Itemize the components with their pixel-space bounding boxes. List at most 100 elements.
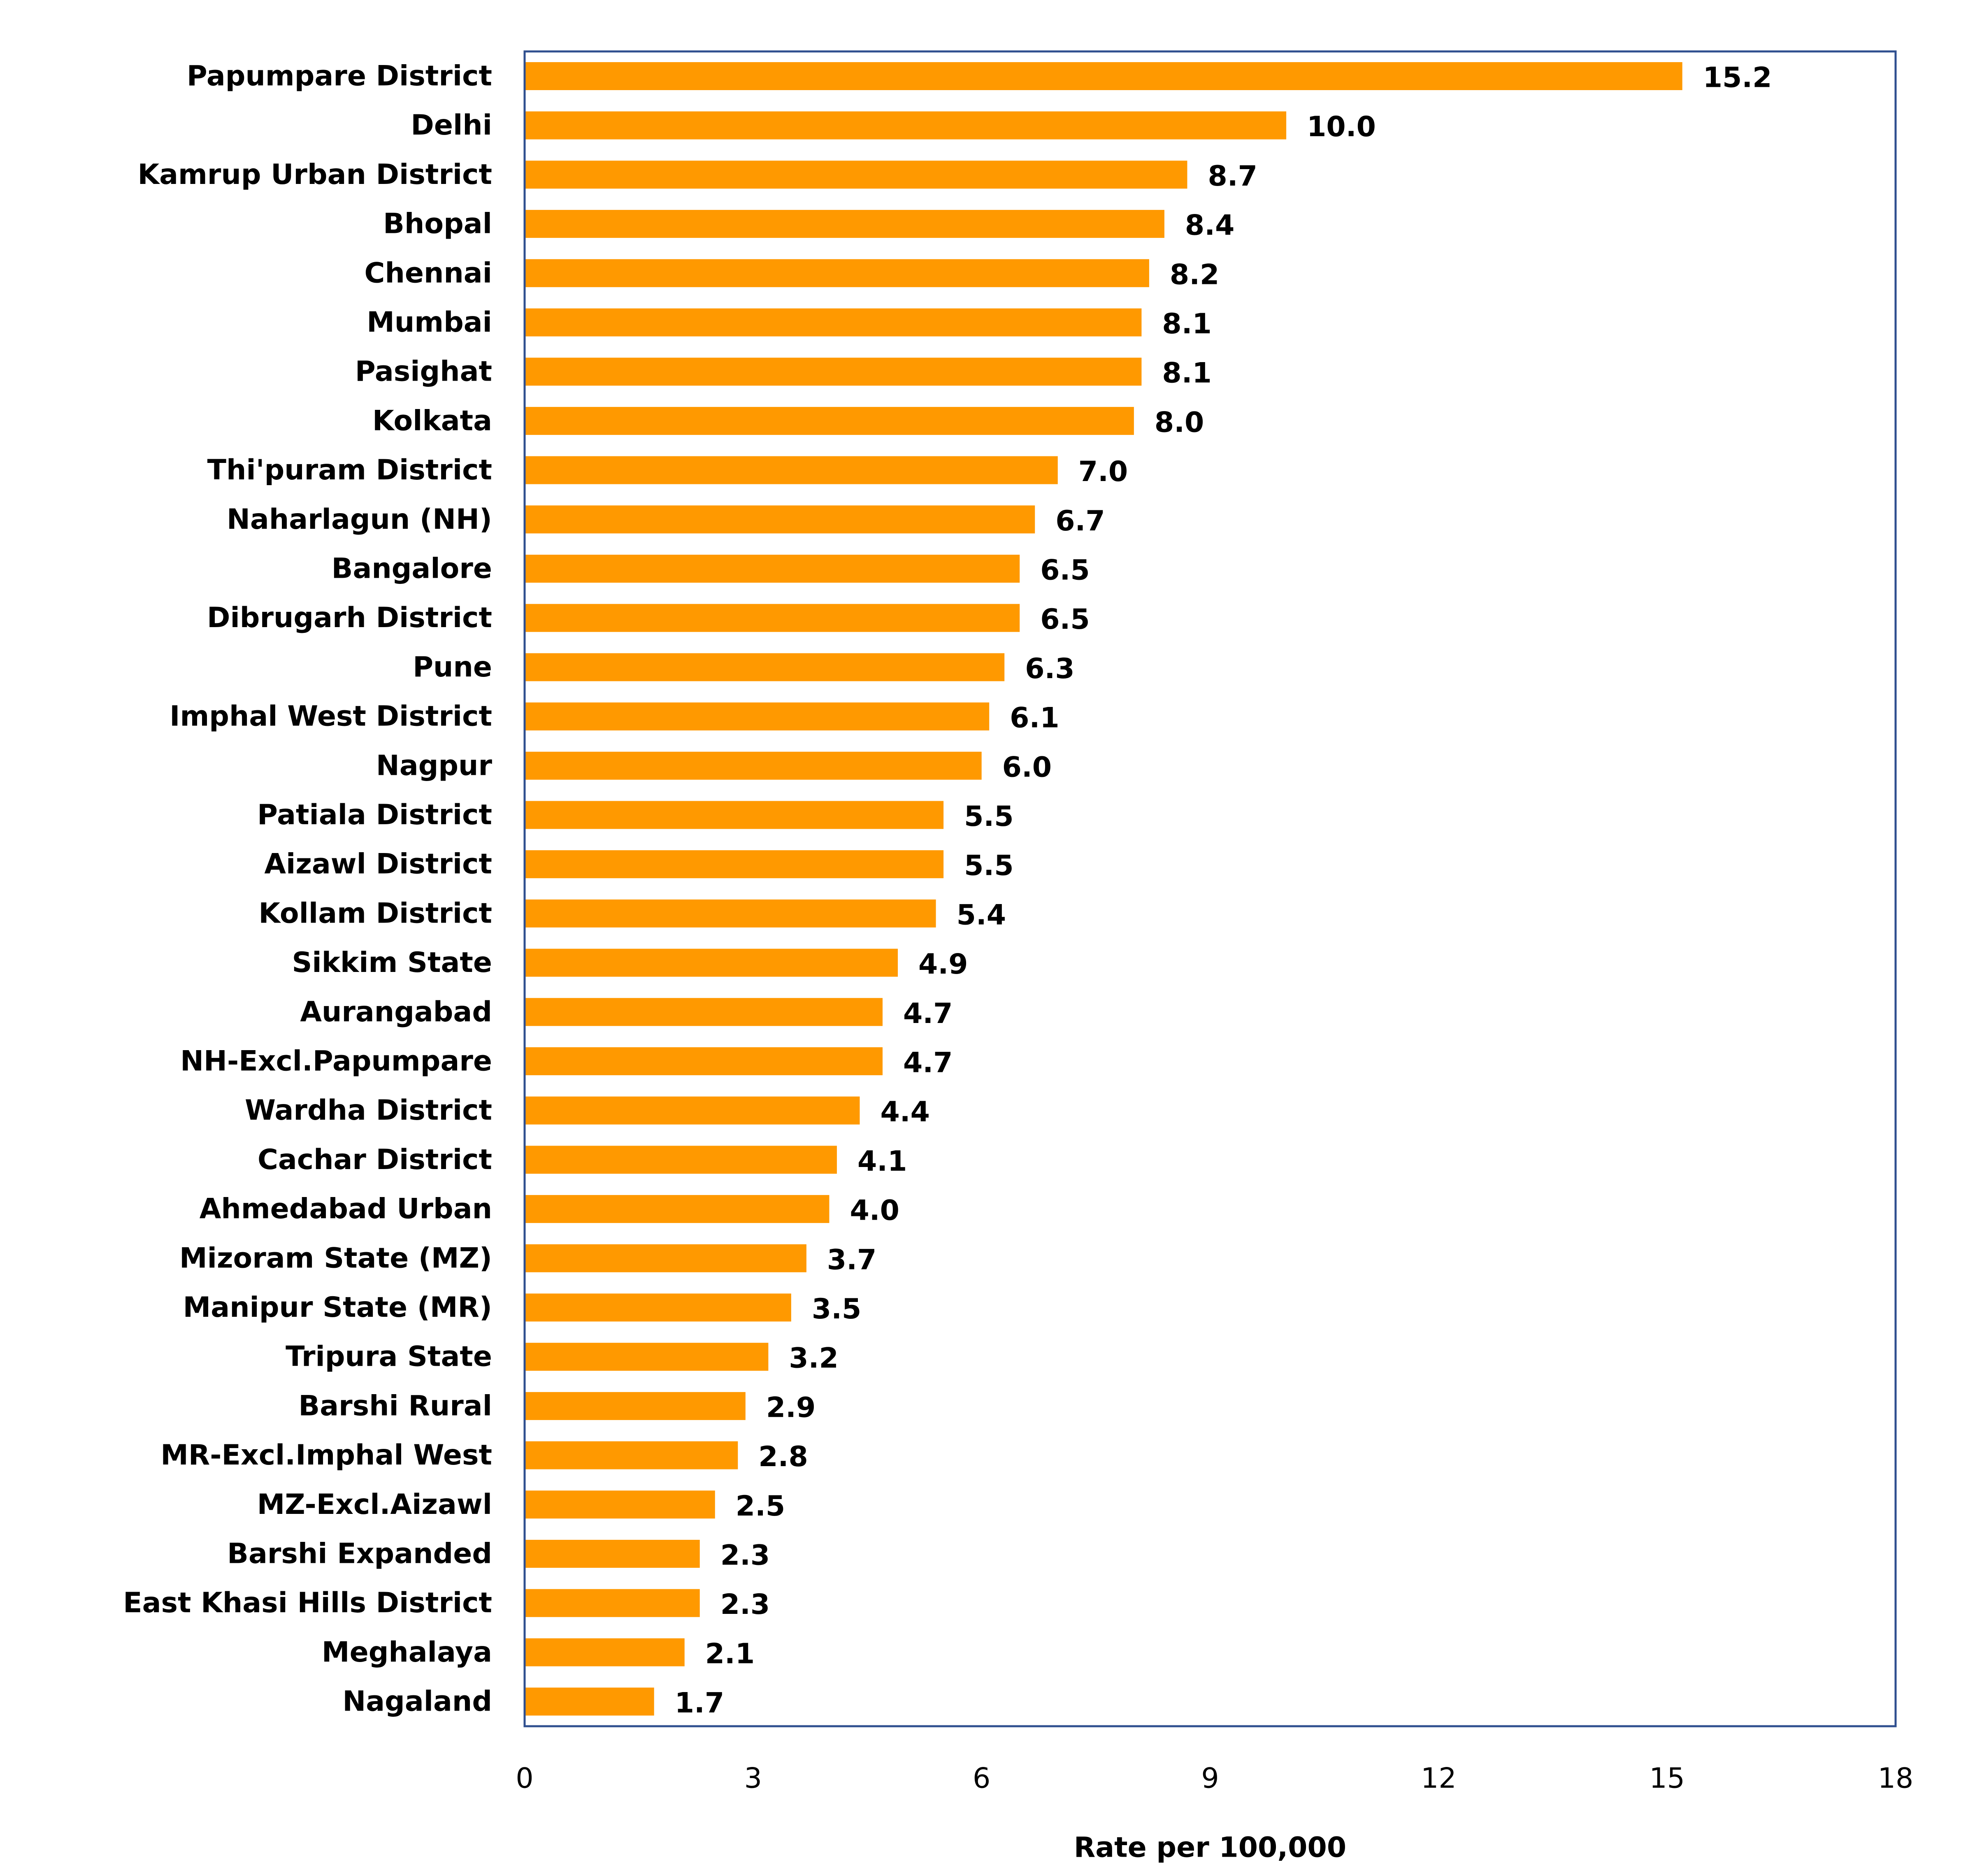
value-label: 8.7: [1208, 160, 1257, 193]
bar: [525, 1343, 769, 1371]
value-label: 10.0: [1307, 111, 1376, 143]
category-label: Imphal West District: [170, 700, 492, 733]
bar: [525, 1195, 829, 1223]
bar: [525, 1490, 715, 1519]
value-label: 7.0: [1078, 456, 1128, 488]
value-label: 6.5: [1040, 554, 1090, 587]
category-label: Chennai: [365, 257, 492, 289]
value-label: 3.7: [827, 1244, 876, 1276]
category-label: Papumpare District: [187, 60, 492, 93]
category-label: Sikkim State: [292, 946, 492, 979]
bar: [525, 1392, 746, 1420]
value-label: 4.7: [903, 997, 953, 1030]
bar: [525, 702, 990, 731]
category-label: Pune: [413, 651, 492, 683]
category-label: Ahmedabad Urban: [200, 1193, 492, 1225]
value-label: 8.4: [1185, 209, 1234, 242]
bar: [525, 407, 1134, 435]
bar: [525, 555, 1020, 583]
bar: [525, 1047, 883, 1075]
value-label: 8.1: [1162, 357, 1211, 390]
x-tick-label: 15: [1649, 1762, 1685, 1795]
value-label: 4.7: [903, 1047, 953, 1079]
value-label: 6.1: [1010, 702, 1059, 735]
category-label: Nagpur: [376, 749, 493, 782]
bar: [525, 1293, 791, 1322]
category-label: Nagaland: [342, 1685, 492, 1718]
value-label: 4.4: [880, 1096, 929, 1128]
category-label: Mizoram State (MZ): [179, 1242, 492, 1274]
category-label: Barshi Rural: [298, 1390, 492, 1422]
category-label: Kolkata: [372, 404, 492, 437]
value-label: 6.7: [1055, 505, 1105, 537]
value-label: 4.0: [850, 1195, 899, 1227]
bar: [525, 899, 936, 928]
category-label: Aurangabad: [300, 996, 492, 1028]
value-label: 2.8: [758, 1441, 808, 1473]
category-label: Bhopal: [383, 208, 492, 240]
x-tick-label: 12: [1421, 1762, 1457, 1795]
category-label: Manipur State (MR): [183, 1291, 492, 1324]
value-label: 8.0: [1155, 406, 1204, 439]
value-label: 5.5: [964, 800, 1013, 833]
x-tick-label: 6: [973, 1762, 990, 1795]
category-label: NH-Excl.Papumpare: [180, 1045, 492, 1078]
value-label: 2.3: [720, 1539, 770, 1572]
category-label: Naharlagun (NH): [227, 503, 492, 536]
value-label: 8.2: [1170, 258, 1219, 291]
bar: [525, 456, 1058, 484]
category-label: Kollam District: [258, 897, 492, 930]
bar: [525, 308, 1142, 337]
plot-area-border: [523, 50, 1897, 1727]
category-label: Wardha District: [245, 1094, 492, 1127]
value-label: 6.0: [1002, 751, 1052, 783]
category-labels-group: Papumpare District Delhi Kamrup Urban Dist…: [123, 60, 492, 1718]
value-label: 5.4: [957, 899, 1006, 931]
bar: [525, 801, 944, 829]
bar: [525, 210, 1164, 238]
category-label: Delhi: [411, 109, 492, 142]
category-label: Mumbai: [367, 306, 492, 339]
category-label: MZ-Excl.Aizawl: [257, 1488, 492, 1521]
bar: [525, 1589, 700, 1617]
bar: [525, 1441, 738, 1469]
category-label: Tripura State: [286, 1341, 492, 1373]
bar: [525, 259, 1149, 287]
bar: [525, 1096, 860, 1125]
x-tick-label: 0: [516, 1762, 533, 1795]
bar: [525, 111, 1287, 139]
x-axis-title: Rate per 100,000: [1074, 1832, 1346, 1864]
value-labels-group: 15.2 10.0 8.7 8.4 8.2 8.1 8.1 8.0 7.0 6.7 6.5 6.5 6.…: [675, 62, 1772, 1720]
value-label: 15.2: [1703, 62, 1772, 94]
bar: [525, 160, 1187, 189]
x-tick-label: 3: [744, 1762, 762, 1795]
x-tick-label: 9: [1201, 1762, 1219, 1795]
bar: [525, 1146, 837, 1174]
bar: [525, 358, 1142, 386]
bar: [525, 1244, 806, 1272]
category-label: Meghalaya: [322, 1636, 492, 1669]
bar: [525, 505, 1035, 534]
category-label: Dibrugarh District: [207, 602, 492, 634]
value-label: 4.1: [857, 1145, 907, 1178]
value-label: 2.5: [736, 1490, 785, 1523]
value-label: 3.2: [789, 1342, 838, 1375]
category-label: Aizawl District: [264, 848, 492, 881]
bar: [525, 998, 883, 1026]
category-label: MR-Excl.Imphal West: [160, 1439, 492, 1472]
value-label: 2.1: [705, 1638, 755, 1670]
bar: [525, 751, 982, 780]
bar: [525, 948, 898, 977]
value-label: 4.9: [918, 948, 968, 981]
bar: [525, 1540, 700, 1568]
x-axis-ticks-group: 0 3 6 9 12 15 18: [516, 1762, 1913, 1795]
value-label: 2.3: [720, 1588, 770, 1621]
category-label: Bangalore: [332, 553, 492, 585]
value-label: 6.5: [1040, 603, 1090, 636]
category-label: Barshi Expanded: [227, 1538, 492, 1570]
category-label: Cachar District: [258, 1144, 492, 1176]
category-label: Pasighat: [355, 356, 492, 388]
value-label: 5.5: [964, 850, 1013, 882]
category-label: Thi'puram District: [207, 454, 492, 486]
